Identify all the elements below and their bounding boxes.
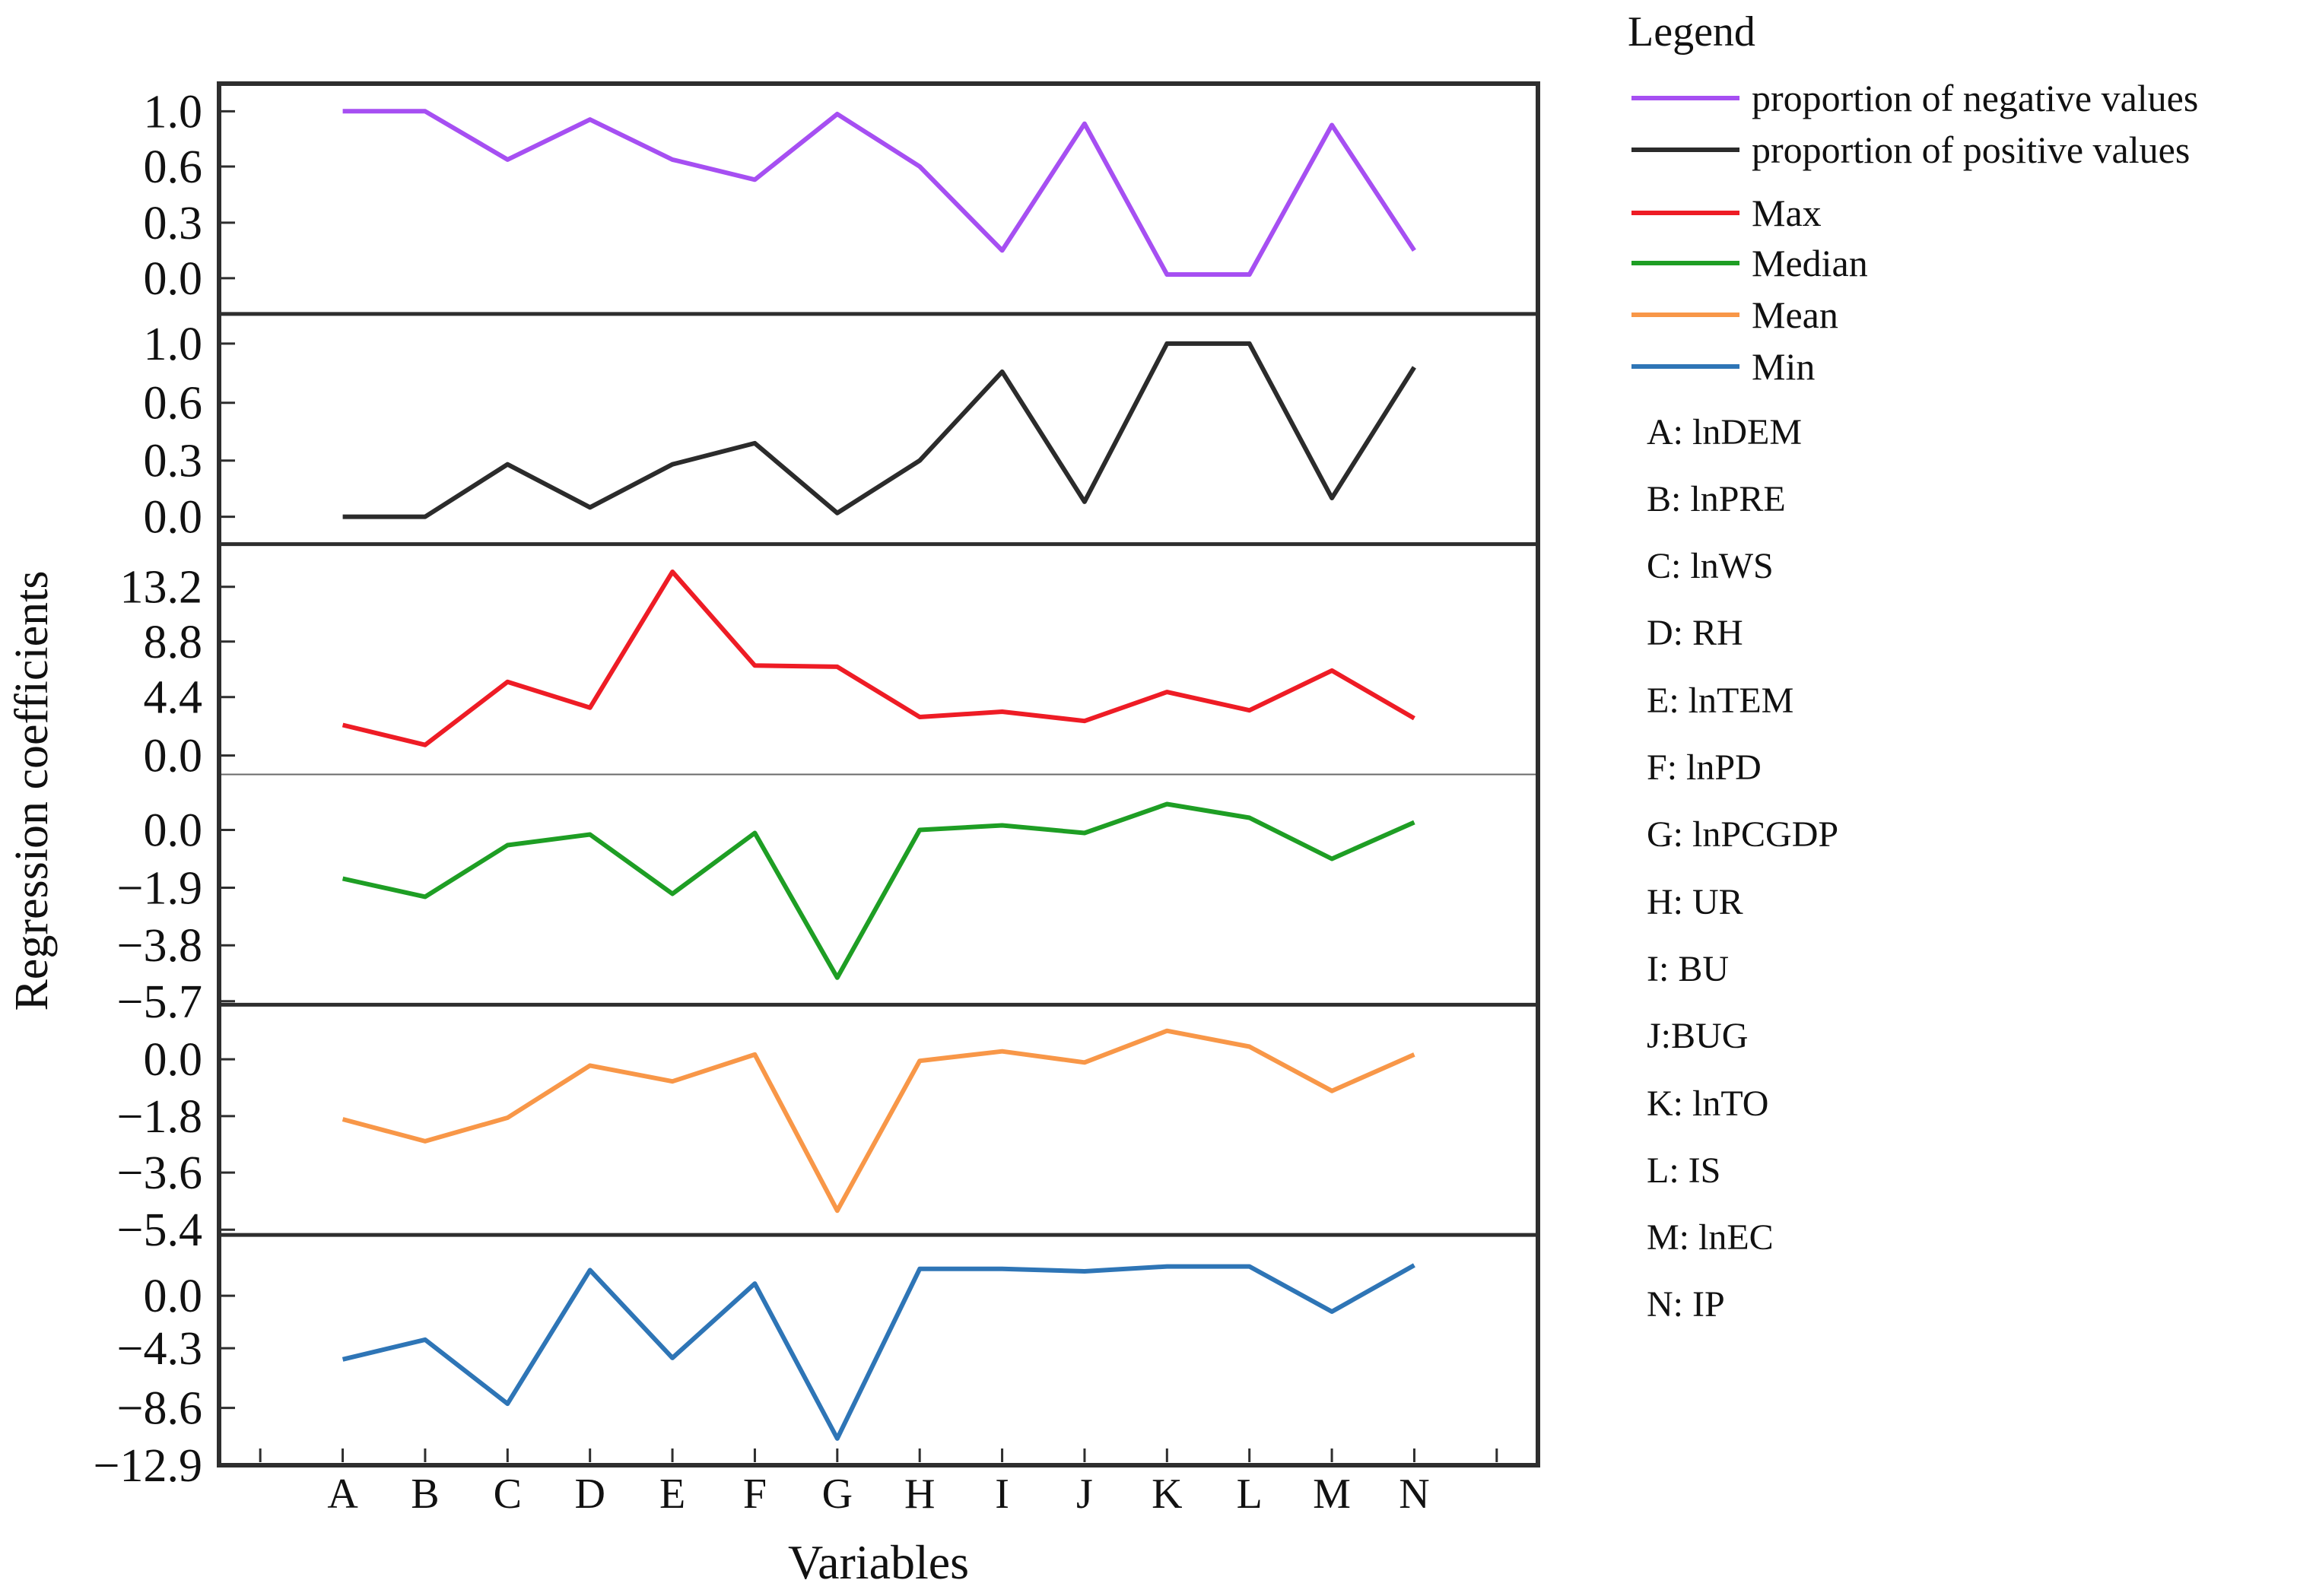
y-tick-label: 0.3 [144,198,203,249]
x-category-label: L [1237,1471,1263,1518]
y-axis-title: Regression coefficients [6,570,58,1011]
x-category-label: F [743,1471,767,1518]
legend-entry-label: proportion of negative values [1752,77,2199,119]
y-tick-label: 4.4 [144,672,203,724]
x-category-label: D [574,1471,605,1518]
series-line-positive [342,341,1416,519]
legend-entry-mean: Mean [1631,293,1838,336]
y-tick-label: 0.0 [144,253,203,305]
legend-entry-label: proportion of positive values [1752,129,2191,171]
y-tick-label: −5.7 [117,976,202,1028]
y-tick-label: 13.2 [120,562,203,614]
legend-line-swatch-mean [1631,313,1739,317]
variable-list-item: H: UR [1647,881,1743,922]
variable-list-item: J:BUG [1647,1016,1749,1057]
y-tick-label: −4.3 [117,1323,202,1375]
variable-list-item: D: RH [1647,613,1743,654]
x-category-label: B [411,1471,439,1518]
legend-entry-positive: proportion of positive values [1631,129,2190,171]
legend-entry-label: Max [1752,192,1822,234]
legend-entry-label: Mean [1752,293,1838,336]
variable-list-item: F: lnPD [1647,747,1762,788]
y-tick-label: 0.0 [144,804,203,856]
variable-list-item: G: lnPCGDP [1647,814,1839,855]
y-tick-label: 8.8 [144,617,203,668]
variable-list-item: B: lnPRE [1647,478,1786,519]
legend-line-swatch-min [1631,364,1739,369]
legend-entry-median: Median [1631,242,1868,284]
y-tick-label: 1.0 [144,86,203,138]
series-line-max [342,570,1415,747]
legend-entry-min: Min [1631,345,1815,388]
y-tick-label: −8.6 [117,1383,202,1435]
x-category-label: I [995,1471,1009,1518]
x-category-label: M [1313,1471,1351,1518]
y-tick-label: 0.0 [144,1271,203,1322]
x-category-label: E [659,1471,685,1518]
legend-line-swatch-negative [1631,96,1739,100]
y-tick-label: −12.9 [94,1440,202,1492]
series-line-median [342,801,1415,980]
y-tick-label: −1.8 [117,1091,202,1143]
y-tick-label: −5.4 [117,1204,202,1256]
x-category-label: G [822,1471,853,1518]
x-category-label: K [1152,1471,1182,1518]
y-tick-label: 0.6 [144,141,203,193]
legend-line-swatch-median [1631,261,1739,265]
variable-list-item: C: lnWS [1647,546,1774,587]
legend-entry-negative: proportion of negative values [1631,77,2198,119]
variable-list-item: L: IS [1647,1150,1721,1191]
y-tick-label: 0.3 [144,436,203,487]
legend-line-swatch-max [1631,211,1739,215]
y-tick-label: 0.0 [144,1034,203,1086]
variable-list-item: E: lnTEM [1647,680,1794,721]
y-tick-label: −3.6 [117,1147,202,1199]
plot-border [217,81,1540,1467]
y-tick-label: −1.9 [117,862,202,914]
y-tick-label: 1.0 [144,319,203,370]
x-category-label: A [327,1471,358,1518]
legend-entry-label: Median [1752,242,1868,284]
y-tick-label: 0.0 [144,492,203,544]
x-category-label: C [494,1471,522,1518]
legend-title: Legend [1628,8,1755,56]
y-tick-label: −3.8 [117,920,202,972]
legend-line-swatch-positive [1631,148,1739,152]
x-category-label: H [904,1471,935,1518]
series-line-min [342,1263,1415,1441]
variable-list-item: M: lnEC [1647,1217,1774,1258]
variable-list-item: N: IP [1647,1284,1725,1325]
x-category-label: N [1399,1471,1429,1518]
variable-list-item: I: BU [1647,948,1729,989]
variable-list-item: A: lnDEM [1647,411,1802,452]
series-line-mean [342,1028,1415,1214]
x-axis-title: Variables [787,1535,970,1589]
legend-entry-max: Max [1631,192,1822,234]
x-category-label: J [1076,1471,1093,1518]
series-line-negative [342,109,1416,277]
variable-list-item: K: lnTO [1647,1083,1769,1124]
y-tick-label: 0.6 [144,378,203,430]
legend-entry-label: Min [1752,345,1816,388]
y-tick-label: 0.0 [144,731,203,782]
